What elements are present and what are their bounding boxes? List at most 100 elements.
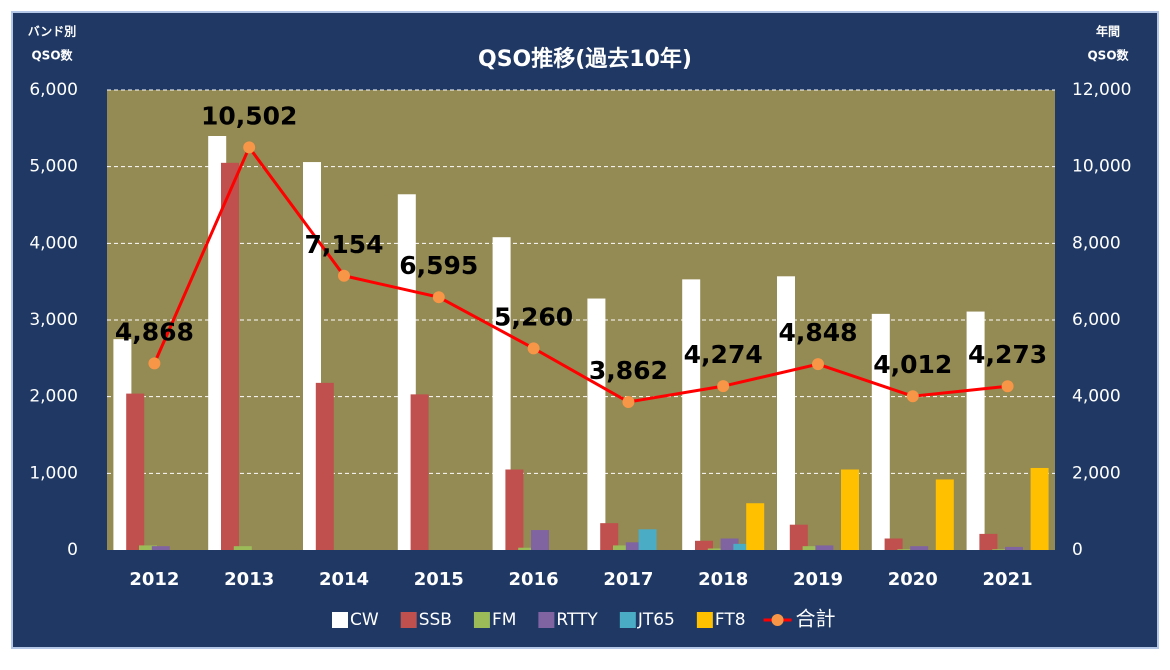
data-label: 7,154 <box>304 230 383 259</box>
legend-label: 合計 <box>796 607 836 631</box>
legend-swatch <box>400 612 417 628</box>
legend-swatch <box>696 612 713 628</box>
bar <box>802 546 821 550</box>
bar <box>720 538 739 550</box>
line-marker <box>906 390 919 403</box>
bar <box>979 533 998 550</box>
y2-axis-label: 年間 <box>1096 24 1120 39</box>
x-tick-label: 2018 <box>698 569 748 590</box>
bar <box>126 393 145 550</box>
bar <box>871 313 890 550</box>
y-tick-label: 3,000 <box>29 310 78 330</box>
legend-swatch <box>332 612 348 628</box>
bar <box>587 298 606 550</box>
bar <box>966 311 985 550</box>
bar <box>884 538 903 550</box>
y-tick-label: 4,000 <box>29 233 78 253</box>
data-label: 10,502 <box>201 101 297 130</box>
line-marker <box>243 141 256 154</box>
legend-label: FT8 <box>715 610 746 630</box>
x-tick-label: 2021 <box>983 569 1033 590</box>
data-label: 5,260 <box>494 302 573 331</box>
x-tick-label: 2013 <box>224 569 274 590</box>
y2-tick-label: 2,000 <box>1072 463 1121 483</box>
bar <box>613 545 631 550</box>
bar <box>841 469 859 550</box>
legend-swatch <box>473 612 490 628</box>
legend-label: SSB <box>419 610 452 630</box>
bar <box>151 546 170 550</box>
data-label: 4,868 <box>115 317 194 346</box>
x-tick-label: 2019 <box>793 569 843 590</box>
legend-label: JT65 <box>637 610 675 630</box>
y-axis-label: QSO数 <box>31 48 73 63</box>
total-line <box>153 144 1008 404</box>
bar <box>1005 546 1023 550</box>
x-tick-label: 2015 <box>414 569 464 590</box>
line-marker <box>338 269 350 282</box>
y2-tick-label: 6,000 <box>1072 310 1121 330</box>
line-marker <box>812 358 824 371</box>
line-marker <box>717 380 730 393</box>
data-label: 4,274 <box>684 340 763 369</box>
x-tick-label: 2020 <box>888 569 938 590</box>
x-tick-label: 2016 <box>509 569 559 590</box>
y2-tick-label: 4,000 <box>1072 387 1121 407</box>
y2-tick-label: 12,000 <box>1072 80 1131 100</box>
bar <box>531 530 549 550</box>
bar <box>600 523 619 550</box>
bar <box>695 540 713 550</box>
bar <box>682 279 701 550</box>
bar <box>897 549 916 550</box>
legend-label: FM <box>492 610 516 630</box>
data-label: 4,848 <box>778 318 857 347</box>
bar <box>733 543 752 550</box>
y2-tick-label: 0 <box>1072 540 1083 560</box>
bar <box>221 162 239 551</box>
bar <box>935 479 954 550</box>
bar <box>625 542 644 550</box>
data-label: 3,862 <box>589 356 668 385</box>
bar <box>505 469 524 550</box>
bar <box>707 548 726 550</box>
x-tick-label: 2014 <box>319 569 369 590</box>
line-marker <box>527 342 540 355</box>
legend-marker <box>771 614 784 626</box>
y-axis-label: バンド別 <box>28 25 77 39</box>
bar <box>777 276 795 550</box>
y2-tick-label: 8,000 <box>1072 233 1121 253</box>
legend-label: RTTY <box>556 610 598 630</box>
y-tick-label: 0 <box>67 540 78 560</box>
legend-swatch <box>619 612 636 628</box>
bar <box>789 524 808 550</box>
bar <box>1030 467 1049 550</box>
data-label: 4,012 <box>873 350 952 379</box>
bar <box>233 546 252 550</box>
data-label: 4,273 <box>968 340 1047 369</box>
bar <box>992 549 1011 550</box>
bar <box>910 546 929 550</box>
x-tick-label: 2017 <box>603 569 653 590</box>
chart-title: QSO推移(過去10年) <box>478 46 692 72</box>
x-tick-label: 2012 <box>129 569 179 590</box>
line-marker <box>1001 380 1014 393</box>
line-marker <box>622 395 635 408</box>
y-tick-label: 5,000 <box>29 157 78 177</box>
bar <box>638 529 657 550</box>
legend-swatch <box>538 612 555 628</box>
bar <box>410 394 429 550</box>
data-label: 6,595 <box>399 251 478 280</box>
y-tick-label: 6,000 <box>29 80 78 100</box>
line-marker <box>148 357 161 370</box>
line-marker <box>432 291 445 304</box>
y-tick-label: 1,000 <box>29 463 78 483</box>
bar <box>746 503 765 550</box>
y2-axis-label: QSO数 <box>1087 48 1129 63</box>
bar <box>315 382 334 550</box>
legend-label: CW <box>350 610 379 630</box>
bar <box>518 547 537 550</box>
bar <box>815 545 834 550</box>
y-tick-label: 2,000 <box>29 387 78 407</box>
y2-tick-label: 10,000 <box>1072 157 1131 177</box>
